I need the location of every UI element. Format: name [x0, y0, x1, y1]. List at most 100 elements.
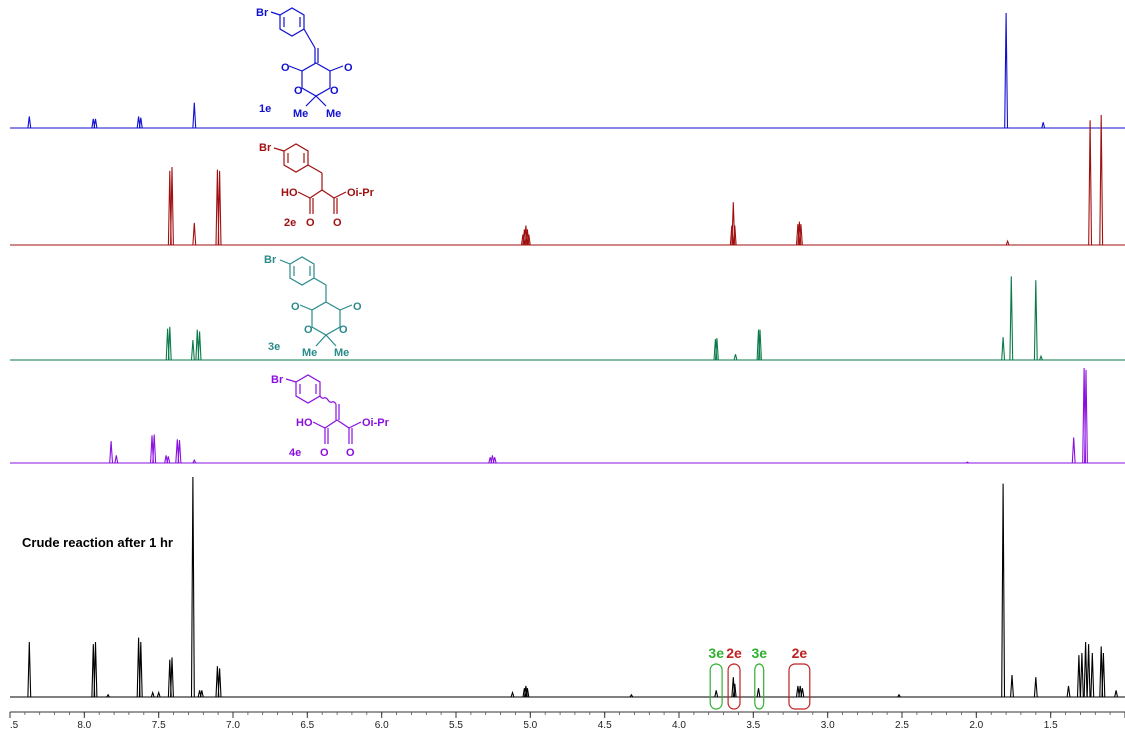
carbonyl-o-label: O [353, 301, 362, 313]
peak-crude-27 [897, 693, 901, 698]
annotation-box-3e-2 [754, 663, 765, 710]
peak-4e-5 [166, 456, 171, 464]
ring-o-label: O [339, 324, 348, 336]
compound-label-2e: 2e [284, 217, 296, 229]
peak-crude-14 [217, 668, 222, 698]
peak-crude-19 [629, 693, 634, 698]
peak-2e-12 [732, 225, 737, 246]
peak-2e-16 [1005, 239, 1010, 246]
peak-crude-6 [150, 690, 155, 698]
peak-4e-11 [492, 457, 497, 464]
peak-2e-18 [1099, 114, 1104, 246]
x-tick-label: 6.5 [300, 720, 314, 729]
bromo-label: Br [256, 7, 269, 19]
peak-3e-6 [714, 338, 719, 361]
bromo-label: Br [271, 374, 284, 386]
peak-1e-6 [1004, 12, 1009, 129]
annotation-box-2e-3 [788, 663, 811, 710]
annotation-label-2e-1: 2e [726, 645, 742, 661]
crude-spectrum-label: Crude reaction after 1 hr [22, 535, 173, 550]
peak-crude-0 [27, 641, 32, 698]
annotation-layer: 3e 2e 3e 2e [708, 645, 811, 710]
peak-3e-2 [190, 340, 195, 361]
peak-2e-10 [729, 225, 734, 246]
peak-4e-8 [192, 458, 197, 464]
peak-1e-0 [27, 116, 32, 129]
peak-4e-0 [109, 441, 114, 464]
x-tick-label: 6.0 [375, 720, 389, 729]
methyl-label: Me [293, 108, 308, 120]
peak-crude-28 [1001, 483, 1006, 698]
x-tick-label: 8.0 [77, 720, 91, 729]
annotation-label-3e-0: 3e [708, 645, 724, 661]
peak-crude-31 [1066, 685, 1071, 698]
ring-o-label: O [294, 85, 303, 97]
peak-crude-18 [525, 688, 530, 698]
structure-3e: Br O O O O Me Me 3e [264, 254, 362, 359]
peak-1e-5 [192, 102, 197, 129]
peak-4e-15 [1084, 369, 1088, 464]
peak-crude-34 [1083, 641, 1088, 698]
ring-o-label: O [304, 324, 313, 336]
structure-1e: Br O O O O Me Me 1e [256, 7, 353, 120]
peak-crude-22 [732, 683, 737, 698]
peak-2e-4 [217, 170, 222, 246]
structure-4e: Br HO O O Oi-Pr 4e [271, 374, 390, 459]
peak-4e-7 [177, 440, 182, 464]
peak-1e-4 [138, 117, 143, 129]
ring-o-label: O [330, 85, 339, 97]
peak-4e-12 [965, 461, 970, 464]
peak-3e-13 [1039, 354, 1043, 361]
peak-2e-1 [170, 166, 174, 246]
isopropoxy-label: Oi-Pr [347, 187, 375, 199]
peak-crude-29 [1010, 674, 1014, 698]
peak-crude-36 [1090, 652, 1095, 698]
spectrum-4e [10, 367, 1125, 464]
peak-crude-33 [1079, 652, 1084, 698]
x-axis: .5 8.0 7.5 7.0 6.5 6.0 5.5 5.0 4.5 4.0 3.5 3.0 2.5 2.… [9, 711, 1125, 731]
structure-2e: Br HO O O Oi-Pr 2e [259, 142, 375, 229]
spectrum-2e [10, 114, 1125, 246]
peak-4e-13 [1071, 437, 1076, 464]
x-tick-label: 2.5 [895, 720, 909, 729]
compound-label-4e: 4e [289, 447, 301, 459]
spectra-layer [10, 12, 1125, 698]
peak-crude-15 [510, 690, 515, 698]
x-tick-label: 5.0 [523, 720, 537, 729]
annotation-box-3e-0 [709, 663, 723, 710]
compound-label-1e: 1e [259, 103, 271, 115]
peak-crude-3 [106, 693, 110, 698]
x-tick-label: 4.5 [598, 720, 612, 729]
hydroxyl-label: HO [281, 187, 298, 199]
spectrum-3e [10, 276, 1125, 361]
peak-3e-7 [733, 354, 738, 361]
carbonyl-o-label: O [320, 447, 329, 459]
peak-crude-35 [1086, 644, 1091, 698]
methyl-label: Me [302, 347, 317, 359]
peak-1e-2 [93, 118, 98, 129]
peak-crude-5 [138, 641, 143, 698]
annotation-label-3e-2: 3e [752, 645, 768, 661]
x-tick-label: 7.0 [226, 720, 240, 729]
peak-crude-23 [756, 688, 761, 698]
peak-3e-10 [1001, 337, 1006, 361]
carbonyl-o-label: O [346, 447, 355, 459]
peak-3e-9 [758, 329, 762, 361]
peak-crude-7 [156, 690, 161, 698]
peak-crude-32 [1076, 655, 1081, 698]
hydroxyl-label: HO [296, 417, 313, 429]
x-tick-label: 5.5 [449, 720, 463, 729]
peak-2e-17 [1088, 120, 1093, 246]
peak-2e-2 [192, 222, 197, 246]
peak-3e-1 [167, 326, 172, 361]
peak-4e-1 [114, 455, 119, 464]
peak-3e-11 [1009, 276, 1014, 361]
peak-2e-9 [526, 234, 531, 246]
x-tick-label: 3.5 [746, 720, 760, 729]
peak-crude-20 [714, 690, 719, 698]
x-tick-label: 3.0 [821, 720, 835, 729]
x-tick-label: 1.5 [1044, 720, 1058, 729]
peak-4e-3 [152, 434, 157, 464]
